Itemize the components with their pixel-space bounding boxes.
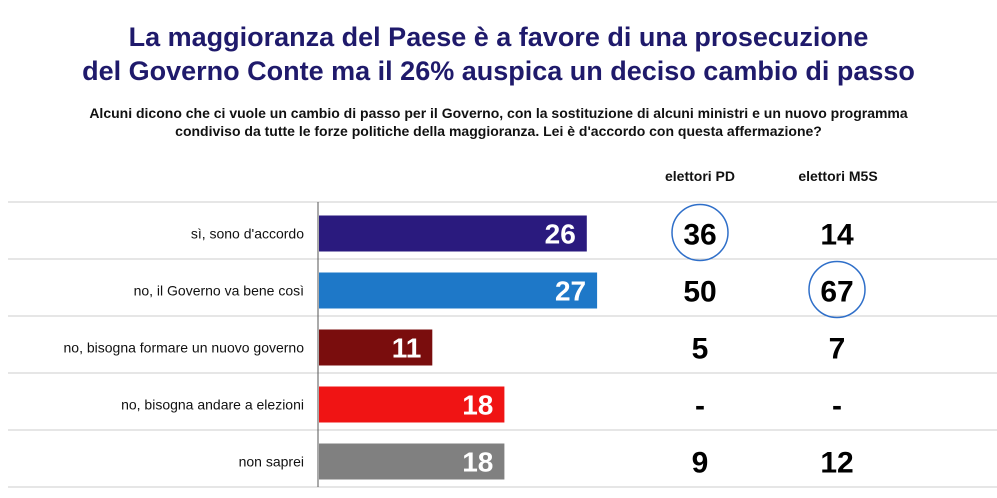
title-line-2: del Governo Conte ma il 26% auspica un d… bbox=[82, 56, 915, 86]
pd-value: 9 bbox=[692, 447, 709, 480]
pd-value: 5 bbox=[692, 333, 709, 366]
subtitle-line-2: condiviso da tutte le forze politiche de… bbox=[175, 123, 822, 139]
category-label: non saprei bbox=[239, 454, 304, 470]
bar bbox=[319, 443, 505, 480]
bar bbox=[319, 386, 505, 423]
highlight-circle bbox=[671, 203, 729, 262]
pd-value: 50 bbox=[683, 276, 716, 309]
highlight-circle bbox=[808, 260, 866, 319]
bar-value-label: 18 bbox=[462, 447, 493, 478]
column-header-pd: elettori PD bbox=[664, 168, 735, 184]
chart-title: La maggioranza del Paese è a favore di u… bbox=[0, 20, 997, 88]
category-label: no, bisogna formare un nuovo governo bbox=[64, 340, 305, 356]
m5s-value: 7 bbox=[829, 333, 846, 366]
subtitle-line-1: Alcuni dicono che ci vuole un cambio di … bbox=[89, 105, 908, 121]
pd-value: - bbox=[695, 390, 705, 423]
bar-value-label: 27 bbox=[555, 276, 586, 307]
bar bbox=[319, 329, 433, 366]
m5s-value: 14 bbox=[820, 219, 854, 252]
bar-value-label: 11 bbox=[392, 333, 422, 364]
bar bbox=[319, 272, 598, 309]
bar bbox=[319, 215, 587, 252]
chart-subtitle: Alcuni dicono che ci vuole un cambio di … bbox=[0, 104, 997, 140]
category-label: sì, sono d'accordo bbox=[191, 226, 304, 242]
title-line-1: La maggioranza del Paese è a favore di u… bbox=[128, 22, 869, 52]
bar-value-label: 18 bbox=[462, 390, 493, 421]
column-header-m5s: elettori M5S bbox=[798, 168, 878, 184]
m5s-value: 12 bbox=[820, 447, 853, 480]
bar-value-label: 26 bbox=[545, 219, 576, 250]
category-label: no, bisogna andare a elezioni bbox=[121, 397, 304, 413]
category-label: no, il Governo va bene così bbox=[134, 283, 304, 299]
m5s-value: - bbox=[832, 390, 842, 423]
m5s-value: 67 bbox=[820, 276, 853, 309]
pd-value: 36 bbox=[683, 219, 716, 252]
